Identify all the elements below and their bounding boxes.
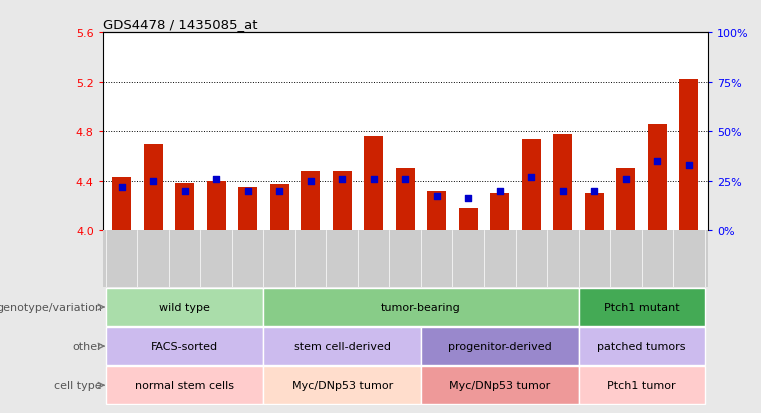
Text: other: other [72,341,102,351]
Bar [522,139,541,230]
Bar [616,169,635,230]
Point [399,176,411,183]
Bar [578,366,705,404]
Bar [263,289,578,326]
Bar [578,328,705,365]
Point [462,196,474,202]
Text: FACS-sorted: FACS-sorted [151,341,218,351]
Point [683,162,695,169]
Text: stem cell-derived: stem cell-derived [294,341,390,351]
Bar [144,144,163,230]
Bar [106,366,263,404]
Bar [106,328,263,365]
Bar [301,171,320,230]
Bar [238,188,257,230]
Point [147,178,159,185]
Bar [207,181,225,230]
Point [588,188,600,195]
Bar [106,289,263,326]
Point [431,194,443,200]
Bar [553,134,572,230]
Bar [175,184,194,230]
Bar [585,194,603,230]
Bar [333,171,352,230]
Point [619,176,632,183]
Point [273,188,285,195]
Bar [490,194,509,230]
Bar [459,209,478,230]
Point [241,188,253,195]
Bar [427,191,446,230]
Bar [421,328,578,365]
Text: cell type: cell type [55,380,102,390]
Text: genotype/variation: genotype/variation [0,302,102,312]
Text: patched tumors: patched tumors [597,341,686,351]
Text: wild type: wild type [159,302,210,312]
Bar [648,124,667,230]
Point [525,174,537,180]
Bar [112,178,131,230]
Point [557,188,569,195]
Text: Myc/DNp53 tumor: Myc/DNp53 tumor [449,380,550,390]
Point [210,176,222,183]
Point [179,188,191,195]
Text: Ptch1 mutant: Ptch1 mutant [603,302,680,312]
Text: Myc/DNp53 tumor: Myc/DNp53 tumor [291,380,393,390]
Bar [421,366,578,404]
Point [494,188,506,195]
Point [651,158,664,165]
Text: Ptch1 tumor: Ptch1 tumor [607,380,676,390]
Bar [365,137,384,230]
Text: progenitor-derived: progenitor-derived [448,341,552,351]
Text: GDS4478 / 1435085_at: GDS4478 / 1435085_at [103,17,257,31]
Text: normal stem cells: normal stem cells [135,380,234,390]
Point [304,178,317,185]
Point [368,176,380,183]
Bar [680,80,699,230]
Point [336,176,349,183]
Bar [263,328,421,365]
Bar [269,185,288,230]
Text: tumor-bearing: tumor-bearing [381,302,461,312]
Bar [263,366,421,404]
Bar [578,289,705,326]
Point [116,184,128,190]
Bar [396,169,415,230]
